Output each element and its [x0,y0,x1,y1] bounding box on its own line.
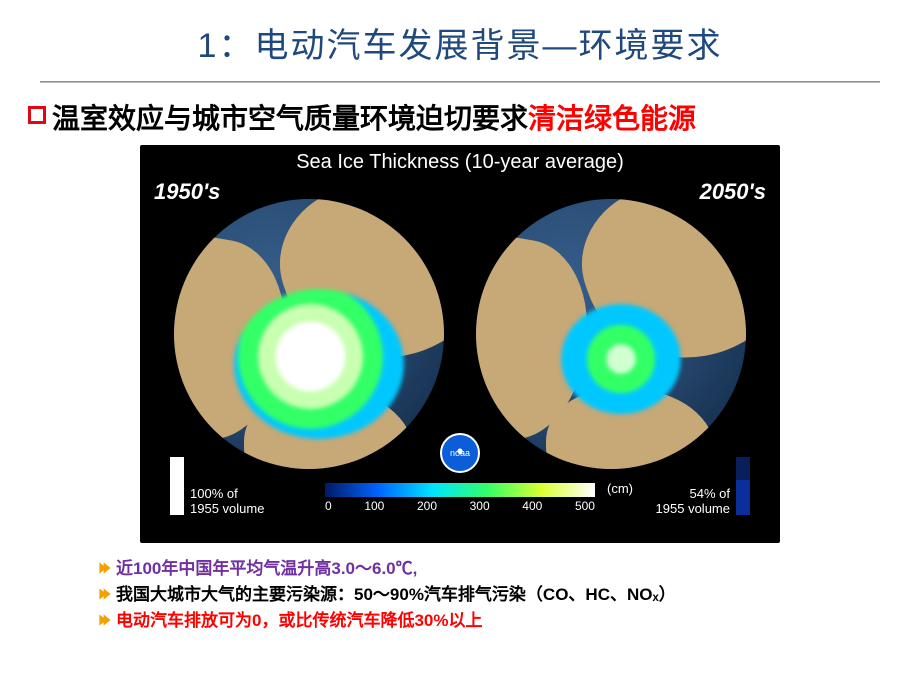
slide-title: 1：电动汽车发展背景—环境要求 [0,18,920,67]
chevron-icon [98,613,112,627]
point-row: 我国大城市大气的主要污染源：50～90%汽车排气污染（CO、HC、NOₓ） [98,583,920,607]
bullet-points: 近100年中国年平均气温升高3.0～6.0℃, 我国大城市大气的主要污染源：50… [98,557,920,632]
colorbar-ticks: 0 100 200 300 400 500 [325,499,595,513]
title-area: 1：电动汽车发展背景—环境要求 [0,0,920,75]
volume-bar-right [736,457,750,515]
sea-ice-figure: Sea Ice Thickness (10-year average) 1950… [140,145,780,543]
subtitle-text: 温室效应与城市空气质量环境迫切要求清洁绿色能源 [52,97,696,137]
vol-left-l1: 100% of [190,486,238,501]
tick: 200 [417,499,437,513]
vol-right-l1: 54% of [690,486,730,501]
title-divider [40,81,880,83]
vol-left-l2: 1955 volume [190,501,264,516]
subtitle-red: 清洁绿色能源 [528,103,696,134]
point-text: 电动汽车排放可为0，或比传统汽车降低30%以上 [116,609,482,633]
globe-2050s [476,199,746,469]
point-text: 近100年中国年平均气温升高3.0～6.0℃, [116,557,417,581]
figure-wrap: Sea Ice Thickness (10-year average) 1950… [0,145,920,543]
bullet-square-icon [28,106,46,124]
ice-extent-2050 [561,304,681,414]
tick: 500 [575,499,595,513]
point-row: 电动汽车排放可为0，或比传统汽车降低30%以上 [98,609,920,633]
chevron-icon [98,587,112,601]
decade-left-label: 1950's [154,179,220,205]
colorbar-unit: (cm) [607,481,633,496]
point-text: 我国大城市大气的主要污染源：50～90%汽车排气污染（CO、HC、NOₓ） [116,583,676,607]
noaa-text: noaa [450,448,470,458]
tick: 400 [522,499,542,513]
colorbar-gradient [325,483,595,497]
tick: 100 [364,499,384,513]
volume-bar-left [170,457,184,515]
point-row: 近100年中国年平均气温升高3.0～6.0℃, [98,557,920,581]
colorbar: (cm) 0 100 200 300 400 500 [325,483,595,513]
noaa-logo-icon: noaa [440,433,480,473]
tick: 300 [470,499,490,513]
chevron-icon [98,561,112,575]
globe-1950s [174,199,444,469]
subtitle-row: 温室效应与城市空气质量环境迫切要求清洁绿色能源 [28,97,920,137]
subtitle-black: 温室效应与城市空气质量环境迫切要求 [52,103,528,134]
ice-extent-1950 [234,289,404,439]
tick: 0 [325,499,332,513]
volume-label-right: 54% of 1955 volume [656,486,730,517]
slide: 1：电动汽车发展背景—环境要求 温室效应与城市空气质量环境迫切要求清洁绿色能源 … [0,0,920,690]
figure-title: Sea Ice Thickness (10-year average) [140,151,780,174]
volume-label-left: 100% of 1955 volume [190,486,264,517]
vol-right-l2: 1955 volume [656,501,730,516]
